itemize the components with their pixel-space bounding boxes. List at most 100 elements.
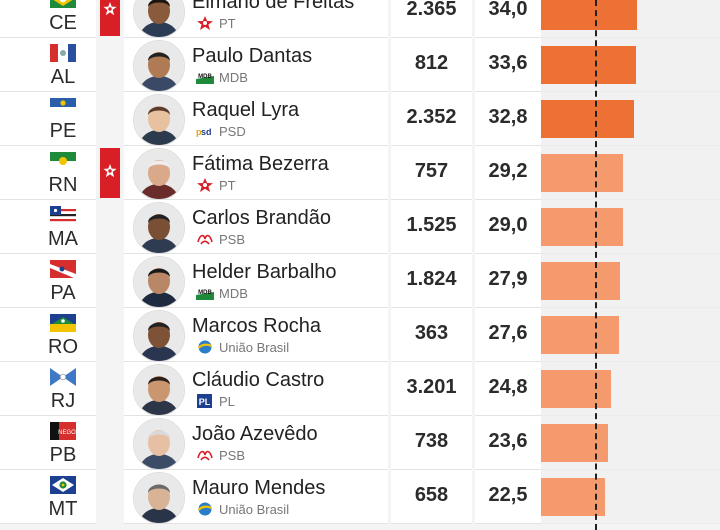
table-row: PE Raquel Lyra p sd PSD 2.352 32,8 <box>0 92 720 146</box>
pt-star-icon <box>196 178 214 192</box>
governor-name: Cláudio Castro <box>192 369 325 391</box>
party-name: União Brasil <box>219 502 290 517</box>
table-row: MT Mauro Mendes União Brasil 658 22,5 <box>0 470 720 524</box>
marker-cell <box>96 92 122 145</box>
marker-cell <box>96 416 122 469</box>
psd-logo-icon: p sd <box>196 124 214 138</box>
state-code: PE <box>49 120 77 142</box>
state-code: MA <box>48 228 78 250</box>
percent-bar <box>541 100 634 138</box>
avatar <box>133 256 185 308</box>
avatar <box>133 148 185 200</box>
number-value: 757 <box>414 160 449 182</box>
governor-name: Elmano de Freitas <box>192 0 355 13</box>
percent-bar <box>541 0 637 30</box>
state-code: CE <box>49 12 77 34</box>
avatar <box>133 418 185 470</box>
percent-bar <box>541 478 605 516</box>
state-cell <box>0 362 96 416</box>
percent-cell <box>475 308 541 362</box>
state-code: RN <box>48 174 78 196</box>
percent-bar <box>541 262 620 300</box>
party-name: PL <box>219 394 235 409</box>
number-value: 2.365 <box>406 0 457 20</box>
percent-bar <box>541 370 611 408</box>
percent-value: 29,0 <box>488 214 528 236</box>
number-value: 2.352 <box>406 106 457 128</box>
percent-cell <box>475 92 541 146</box>
percent-cell <box>475 416 541 470</box>
number-cell <box>391 146 472 200</box>
pt-star-icon <box>196 16 214 30</box>
state-cell <box>0 254 96 308</box>
marker-cell <box>96 38 122 91</box>
table-row: RN Fátima Bezerra PT 757 29,2 <box>0 146 720 200</box>
percent-cell <box>475 0 541 38</box>
marker-cell <box>96 362 122 415</box>
governor-name: Mauro Mendes <box>192 477 326 499</box>
table-row: MA Carlos Brandão PSB 1.525 29,0 <box>0 200 720 254</box>
percent-bar <box>541 154 623 192</box>
party-label: PSB <box>196 232 245 248</box>
svg-text:sd: sd <box>201 127 212 137</box>
avatar <box>133 310 185 362</box>
table-row: CE Elmano de Freitas PT 2.365 34,0 <box>0 0 720 38</box>
state-flag-icon <box>50 0 76 8</box>
party-label: PT <box>196 16 236 32</box>
number-value: 658 <box>414 484 449 506</box>
party-label: PT <box>196 178 236 194</box>
svg-text:p: p <box>196 127 202 137</box>
percent-value: 34,0 <box>488 0 528 20</box>
table-row: NEGO PB João Azevêdo PSB 738 23,6 <box>0 416 720 470</box>
state-code: PB <box>49 444 77 466</box>
psb-logo-icon <box>196 232 214 246</box>
number-cell <box>391 308 472 362</box>
table-row: RJ Cláudio Castro PL PL 3.201 24,8 <box>0 362 720 416</box>
party-label: PSB <box>196 448 245 464</box>
avatar <box>133 472 185 524</box>
number-value: 738 <box>414 430 449 452</box>
party-label: p sd PSD <box>196 124 246 140</box>
party-name: MDB <box>219 286 248 301</box>
avatar <box>133 202 185 254</box>
percent-value: 23,6 <box>488 430 528 452</box>
party-name: MDB <box>219 70 248 85</box>
state-cell <box>0 0 96 38</box>
number-cell <box>391 200 472 254</box>
number-cell <box>391 416 472 470</box>
pt-marker <box>100 0 120 36</box>
party-name: PSD <box>219 124 246 139</box>
percent-cell <box>475 362 541 416</box>
psb-logo-icon <box>196 448 214 462</box>
state-cell <box>0 200 96 254</box>
party-label: PL PL <box>196 394 235 410</box>
mdb-logo-icon: MDB <box>196 286 214 300</box>
percent-cell <box>475 470 541 524</box>
number-cell <box>391 0 472 38</box>
state-flag-icon <box>50 260 76 278</box>
state-cell <box>0 470 96 524</box>
table-row: PA Helder Barbalho MDB MDB 1.824 27,9 <box>0 254 720 308</box>
party-name: União Brasil <box>219 340 290 355</box>
party-label: MDB MDB <box>196 286 248 302</box>
state-flag-icon <box>50 152 76 170</box>
table-row: AL Paulo Dantas MDB MDB 812 33,6 <box>0 38 720 92</box>
state-cell <box>0 416 96 470</box>
party-name: PSB <box>219 448 246 463</box>
state-flag-icon <box>50 44 76 62</box>
number-value: 1.824 <box>406 268 457 290</box>
state-cell <box>0 38 96 92</box>
percent-value: 27,9 <box>488 268 528 290</box>
number-cell <box>391 92 472 146</box>
mdb-logo-icon: MDB <box>196 70 214 84</box>
percent-value: 22,5 <box>488 484 528 506</box>
percent-bar <box>541 316 619 354</box>
percent-value: 32,8 <box>488 106 528 128</box>
uniao-brasil-logo-icon <box>196 340 214 354</box>
svg-text:MDB: MDB <box>198 74 212 80</box>
state-cell <box>0 146 96 200</box>
svg-text:PL: PL <box>199 397 211 407</box>
number-value: 812 <box>414 52 449 74</box>
party-name: PT <box>219 16 236 31</box>
